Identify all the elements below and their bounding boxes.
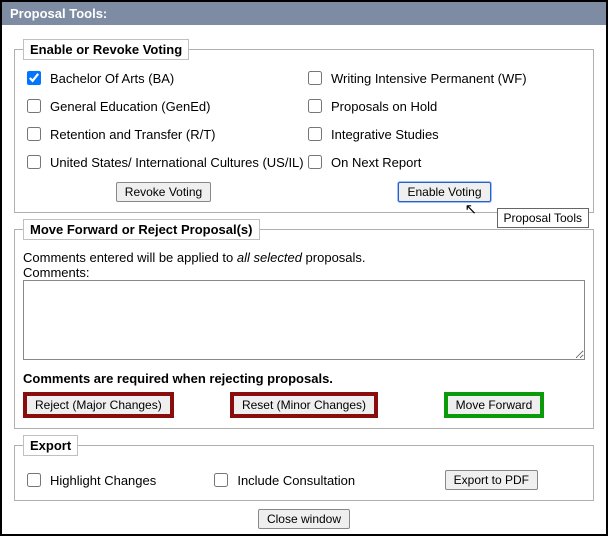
enable-voting-button[interactable]: Enable Voting — [398, 182, 490, 202]
voting-checkbox-1[interactable] — [308, 71, 322, 85]
include-consultation-label: Include Consultation — [237, 473, 355, 488]
voting-label-6: United States/ International Cultures (U… — [50, 155, 304, 170]
close-window-button[interactable]: Close window — [258, 509, 350, 529]
voting-checkbox-0[interactable] — [27, 71, 41, 85]
voting-label-4: Retention and Transfer (R/T) — [50, 127, 215, 142]
voting-label-2: General Education (GenEd) — [50, 99, 210, 114]
voting-checkbox-2[interactable] — [27, 99, 41, 113]
cursor-icon: ↖ — [465, 200, 478, 218]
voting-checkbox-5[interactable] — [308, 127, 322, 141]
export-pdf-button[interactable]: Export to PDF — [445, 470, 538, 490]
voting-checkbox-7[interactable] — [308, 155, 322, 169]
required-note: Comments are required when rejecting pro… — [23, 371, 585, 386]
window-title: Proposal Tools: — [10, 6, 107, 21]
highlight-changes-checkbox[interactable] — [27, 473, 41, 487]
reset-button[interactable]: Reset (Minor Changes) — [230, 392, 378, 418]
export-legend: Export — [23, 435, 78, 456]
voting-label-3: Proposals on Hold — [331, 99, 437, 114]
highlight-changes-label: Highlight Changes — [50, 473, 156, 488]
voting-label-1: Writing Intensive Permanent (WF) — [331, 71, 527, 86]
voting-checkbox-6[interactable] — [27, 155, 41, 169]
voting-label-0: Bachelor Of Arts (BA) — [50, 71, 174, 86]
move-forward-button[interactable]: Move Forward — [444, 392, 545, 418]
comments-textarea[interactable] — [23, 280, 585, 360]
voting-checkbox-4[interactable] — [27, 127, 41, 141]
export-fieldset: Export Highlight Changes Include Consult… — [14, 435, 594, 501]
include-consultation-checkbox[interactable] — [214, 473, 228, 487]
voting-label-7: On Next Report — [331, 155, 421, 170]
voting-checkbox-3[interactable] — [308, 99, 322, 113]
voting-fieldset: Enable or Revoke Voting Bachelor Of Arts… — [14, 39, 594, 213]
comments-applied-note: Comments entered will be applied to all … — [23, 250, 585, 265]
titlebar: Proposal Tools: — [2, 2, 606, 25]
voting-label-5: Integrative Studies — [331, 127, 439, 142]
move-legend: Move Forward or Reject Proposal(s) — [23, 219, 260, 240]
reject-button[interactable]: Reject (Major Changes) — [23, 392, 174, 418]
move-fieldset: Move Forward or Reject Proposal(s) Comme… — [14, 219, 594, 429]
comments-label: Comments: — [23, 265, 585, 280]
revoke-voting-button[interactable]: Revoke Voting — [116, 182, 211, 202]
voting-legend: Enable or Revoke Voting — [23, 39, 189, 60]
